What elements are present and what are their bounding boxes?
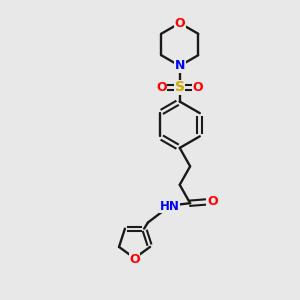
- Text: N: N: [175, 59, 185, 72]
- Text: HN: HN: [159, 200, 179, 213]
- Text: O: O: [207, 195, 218, 208]
- Text: O: O: [174, 16, 185, 30]
- Text: O: O: [156, 81, 166, 94]
- Text: O: O: [129, 253, 140, 266]
- Text: S: S: [175, 80, 185, 94]
- Text: O: O: [193, 81, 203, 94]
